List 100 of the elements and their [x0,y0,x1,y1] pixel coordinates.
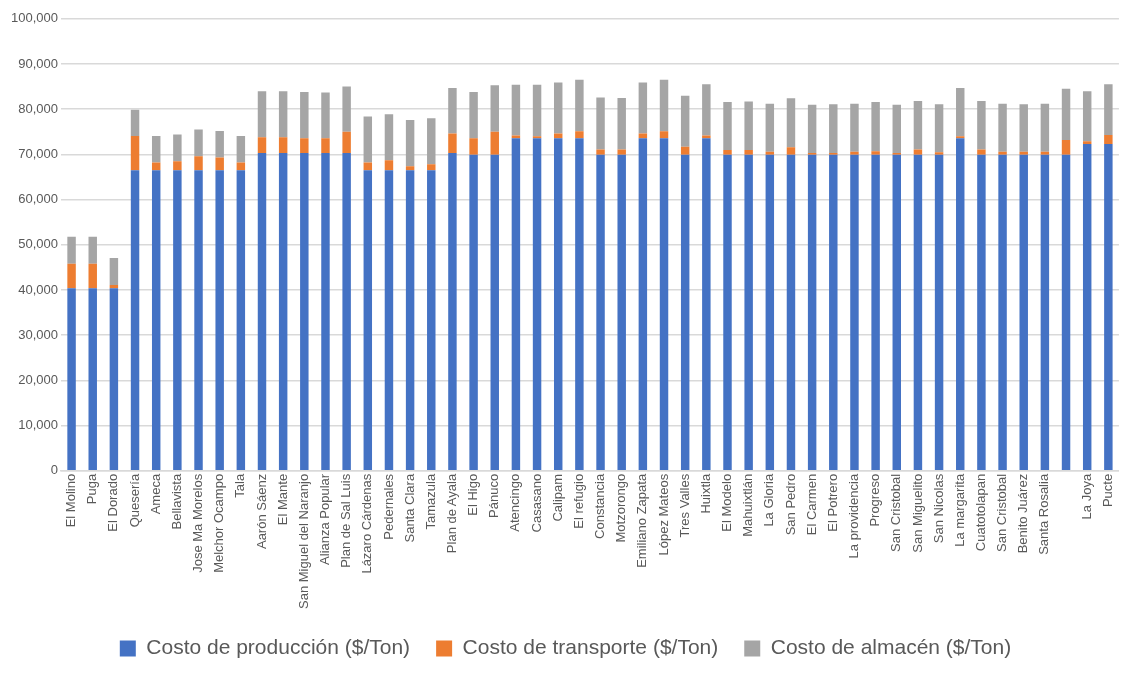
bar [173,170,182,471]
x-tick-label: Motzorongo [613,473,629,543]
bar [194,156,203,171]
x-tick-label: Mahuixtlán [740,473,756,537]
bar [448,87,457,134]
y-tick-label: 50,000 [18,236,58,252]
bar [617,149,626,155]
x-tick-label: San Nicolas [930,473,946,544]
bar [956,138,965,471]
y-tick-label: 40,000 [18,281,58,297]
bar [575,131,584,139]
bar [680,146,690,155]
bar [427,118,436,165]
bar [998,154,1007,471]
bar [1019,151,1028,155]
x-tick-label: El Higo [465,473,481,516]
bar [723,154,732,471]
bar [1040,103,1050,152]
x-tick-label: El refugio [570,473,586,529]
x-tick-label: Pucte [1099,473,1115,508]
bar [575,79,584,132]
x-tick-label: Aarón Sáenz [253,473,269,550]
bar [67,288,76,471]
bar [88,263,97,289]
bar [257,91,267,138]
x-tick-label: Tres Valles [676,473,692,538]
bar [278,91,288,138]
bar [236,170,246,471]
y-tick-label: 60,000 [18,191,58,207]
bar [807,104,817,154]
bar [1104,134,1113,145]
x-tick-label: Santa Clara [401,473,417,543]
bar [850,103,859,152]
bar [300,92,309,139]
bar [363,116,373,163]
bar [532,138,542,471]
bar [236,135,246,163]
bar [702,135,711,139]
y-tick-label: 100,000 [10,10,58,26]
bar [490,154,499,471]
x-tick-label: Huixtla [697,473,713,514]
bar [257,137,267,154]
bar [257,153,267,471]
bar [829,104,838,154]
x-tick-label: La providencia [846,473,862,559]
bar [469,138,478,155]
bar [151,135,161,163]
bar [913,154,923,471]
bar [934,152,944,155]
bar [405,120,415,167]
bar [913,149,923,155]
bar [1019,104,1028,152]
x-tick-label: El Modelo [719,473,735,532]
bar [956,87,965,137]
bar [744,101,753,150]
x-tick-label: La Gloria [761,473,777,527]
x-tick-label: San Cristobal [888,473,904,552]
x-tick-label: La margarita [951,473,967,547]
bar [977,149,986,155]
bar [596,154,605,471]
bar [363,170,373,471]
bar [405,170,415,471]
x-tick-label: Calipam [549,473,565,522]
bar [765,103,775,152]
x-tick-label: Casasano [528,473,544,533]
bar [405,166,415,171]
bar [321,92,330,139]
bar [934,104,944,153]
bar [659,79,669,132]
x-tick-label: El Dorado [105,473,121,532]
bar [638,138,648,471]
bar [1061,88,1071,140]
x-tick-label: Tala [232,473,248,498]
bar [1104,84,1113,135]
x-tick-label: Bellavista [168,473,184,530]
bar [300,153,309,471]
x-tick-label: Plan de Ayala [444,473,460,554]
bar [215,130,224,158]
bar [469,92,478,139]
bar [786,98,796,148]
bar [67,236,76,264]
bar [1082,144,1092,471]
bar [194,129,203,157]
y-tick-label: 90,000 [18,55,58,71]
bar [617,154,626,471]
bar [1061,154,1071,471]
bar [744,154,753,471]
bar [723,149,732,155]
bar [1061,139,1071,155]
bar [427,164,436,171]
x-tick-label: Lázaro Cárdenas [359,473,375,574]
bar [278,137,288,154]
bar [659,131,669,139]
bar [702,84,711,136]
bar [130,109,140,136]
bar [1019,154,1028,471]
bar [617,97,626,150]
x-tick-label: La Joya [1078,473,1094,520]
bar [300,138,309,154]
x-tick-label: El Carmen [803,473,819,536]
